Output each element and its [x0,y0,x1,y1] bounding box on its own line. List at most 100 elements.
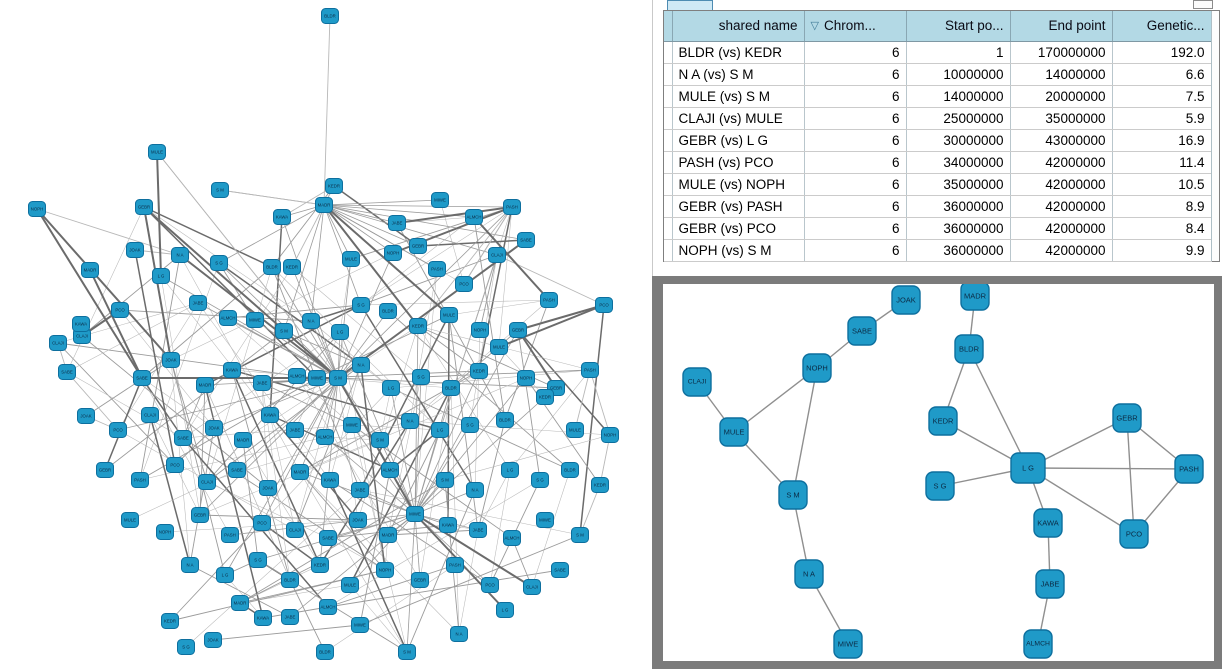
node-shape[interactable] [503,530,521,546]
node-shape[interactable] [455,276,473,292]
network-node-bldr[interactable]: BLDR [321,8,339,24]
network-node-claji[interactable]: CLAJI [286,522,304,538]
network-node-pco[interactable]: PCO [455,276,473,292]
node-shape[interactable] [321,8,339,24]
network-node-sabe[interactable]: SABE [133,370,151,386]
table-cell-end-point[interactable]: 42000000 [1010,239,1113,262]
table-cell-start-po[interactable]: 14000000 [906,85,1011,108]
table-cell-genetic[interactable]: 6.6 [1112,63,1212,86]
network-node-bldr[interactable]: BLDR [316,644,334,660]
table-row[interactable]: GEBR (vs) PASH 6 36000000 42000000 8.9 [664,195,1212,218]
table-row[interactable]: CLAJI (vs) MULE 6 25000000 35000000 5.9 [664,107,1212,130]
node-shape[interactable] [503,199,521,215]
table-cell-shared-name[interactable]: MULE (vs) S M [672,85,805,108]
network-node-s-g[interactable]: S G [249,552,267,568]
network-node-pash[interactable]: PASH [1174,454,1204,484]
node-shape[interactable] [398,644,416,660]
node-shape[interactable] [847,316,877,346]
network-node-joak[interactable]: JOAK [205,420,223,436]
node-shape[interactable] [517,370,535,386]
full-network-view[interactable]: BLDR KEDR MULE NOPH GEBR PASH PCO CLAJI SABE JOAK… [0,0,652,669]
node-shape[interactable] [561,462,579,478]
network-node-s-m[interactable]: S M [275,323,293,339]
network-node-l-g[interactable]: L G [331,324,349,340]
node-shape[interactable] [833,629,863,659]
network-node-jabe[interactable]: JABE [253,375,271,391]
node-shape[interactable] [891,285,921,315]
table-cell-shared-name[interactable]: PASH (vs) PCO [672,151,805,174]
network-node-jabe[interactable]: JABE [1035,569,1065,599]
node-shape[interactable] [234,432,252,448]
network-node-bldr[interactable]: BLDR [954,334,984,364]
node-shape[interactable] [311,557,329,573]
node-shape[interactable] [72,316,90,332]
node-shape[interactable] [1010,452,1046,484]
network-node-kedr[interactable]: KEDR [161,613,179,629]
node-shape[interactable] [111,302,129,318]
node-shape[interactable] [490,339,508,355]
node-shape[interactable] [174,430,192,446]
node-shape[interactable] [253,375,271,391]
node-shape[interactable] [308,370,326,386]
node-shape[interactable] [960,284,990,311]
table-cell-start-po[interactable]: 10000000 [906,63,1011,86]
network-node-n-a[interactable]: N A [466,482,484,498]
node-shape[interactable] [259,480,277,496]
table-cell-chrom[interactable]: 6 [804,85,907,108]
node-shape[interactable] [376,562,394,578]
node-shape[interactable] [581,362,599,378]
table-cell-start-po[interactable]: 36000000 [906,217,1011,240]
network-node-gebr[interactable]: GEBR [509,322,527,338]
network-node-sabe[interactable]: SABE [58,364,76,380]
node-shape[interactable] [162,352,180,368]
node-shape[interactable] [210,255,228,271]
network-node-noph[interactable]: NOPH [376,562,394,578]
network-node-almch[interactable]: ALMCH [319,599,337,615]
table-cell-genetic[interactable]: 8.4 [1112,217,1212,240]
table-cell-genetic[interactable]: 8.9 [1112,195,1212,218]
node-shape[interactable] [291,464,309,480]
selected-subnetwork-view[interactable]: JOAK MADR SABE BLDR NOPH CLAJI KEDR GEBR MULE L G… [663,284,1214,661]
node-shape[interactable] [126,242,144,258]
network-node-pco[interactable]: PCO [595,297,613,313]
node-shape[interactable] [551,562,569,578]
network-node-gebr[interactable]: GEBR [409,238,427,254]
table-tab-fragment[interactable] [667,0,713,10]
network-node-noph[interactable]: NOPH [156,524,174,540]
network-node-claji[interactable]: CLAJI [523,579,541,595]
network-node-kedr[interactable]: KEDR [591,477,609,493]
network-node-pco[interactable]: PCO [253,515,271,531]
network-node-miwe[interactable]: MIWE [536,512,554,528]
network-node-kedr[interactable]: KEDR [470,363,488,379]
node-shape[interactable] [283,259,301,275]
table-cell-genetic[interactable]: 11.4 [1112,151,1212,174]
node-shape[interactable] [384,245,402,261]
network-node-joak[interactable]: JOAK [126,242,144,258]
node-shape[interactable] [401,413,419,429]
node-shape[interactable] [409,238,427,254]
node-shape[interactable] [352,297,370,313]
node-shape[interactable] [1119,519,1149,549]
network-node-madr[interactable]: MADR [379,527,397,543]
network-node-kawa[interactable]: KAWA [72,316,90,332]
node-shape[interactable] [325,178,343,194]
node-shape[interactable] [219,310,237,326]
node-shape[interactable] [465,209,483,225]
node-shape[interactable] [406,506,424,522]
column-header-start-po[interactable]: Start po... [906,11,1011,42]
network-node-s-g[interactable]: S G [177,639,195,655]
node-shape[interactable] [263,259,281,275]
network-node-kedr[interactable]: KEDR [409,318,427,334]
node-shape[interactable] [261,407,279,423]
node-shape[interactable] [216,567,234,583]
node-shape[interactable] [1033,508,1063,538]
network-node-noph[interactable]: NOPH [384,245,402,261]
node-shape[interactable] [211,182,229,198]
network-node-kawa[interactable]: KAWA [1033,508,1063,538]
network-node-n-a[interactable]: N A [171,247,189,263]
node-shape[interactable] [466,482,484,498]
network-node-mule[interactable]: MULE [719,417,749,447]
network-node-pco[interactable]: PCO [166,457,184,473]
node-shape[interactable] [450,626,468,642]
network-node-mule[interactable]: MULE [148,144,166,160]
